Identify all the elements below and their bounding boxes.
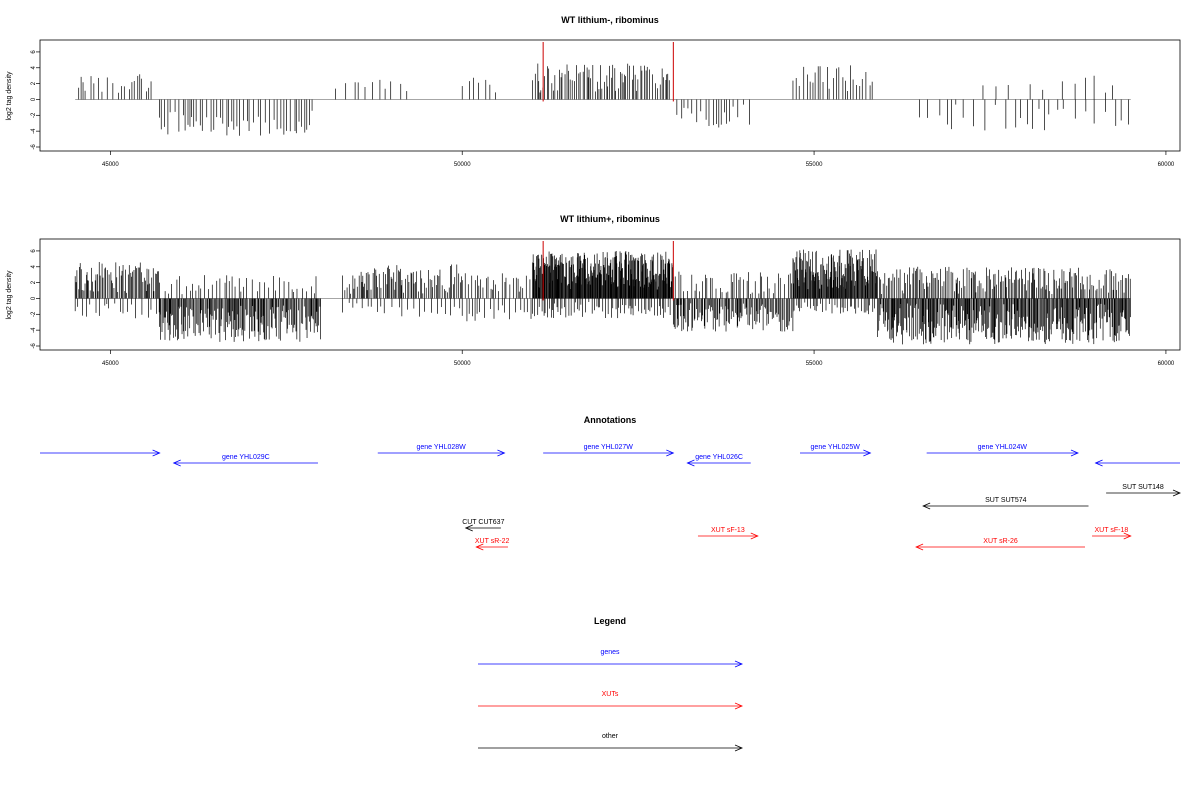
annotation-label: XUT sR-22	[475, 538, 510, 545]
y-tick-label: 0	[31, 296, 37, 300]
annotation-gene-2: gene YHL028W	[377, 444, 506, 457]
annotation-xut-12: XUT sF-13	[697, 527, 759, 540]
legend-item-gene: genes	[478, 649, 744, 668]
y-tick-label: 2	[31, 280, 37, 284]
x-tick-label: 45000	[102, 162, 119, 168]
plot-frame-2	[39, 238, 1181, 351]
x-tick-label: 60000	[1158, 361, 1175, 367]
annotation-gene-1: gene YHL029C	[172, 454, 318, 467]
legend-label: genes	[600, 649, 620, 656]
annotation-xut-13: XUT sR-26	[915, 538, 1085, 551]
data-bars-1	[75, 42, 1131, 136]
x-tick-label: 55000	[806, 361, 823, 367]
annotation-gene-3: gene YHL027W	[543, 444, 675, 457]
annotation-gene-4: gene YHL026C	[686, 454, 751, 467]
annotation-label: gene YHL028W	[416, 444, 466, 451]
annotation-label: XUT sF-18	[1095, 527, 1129, 534]
y-tick-label: 6	[31, 50, 37, 54]
y-axis-label-1: log2 tag density	[6, 71, 13, 121]
chart-title-2: WT lithium+, ribominus	[560, 214, 660, 224]
annotation-label: gene YHL027W	[584, 444, 634, 451]
annotation-label: XUT sR-26	[983, 538, 1018, 545]
y-tick-label: -6	[31, 144, 37, 150]
annotation-label: CUT CUT637	[462, 519, 504, 526]
y-tick-label: -4	[31, 327, 37, 333]
y-tick-label: 4	[31, 65, 37, 69]
plot-frame-1	[39, 39, 1181, 152]
annotation-label: XUT sF-13	[711, 527, 745, 534]
annotation-xut-11: XUT sR-22	[475, 538, 510, 551]
y-axis-label-2: log2 tag density	[6, 270, 13, 320]
legend-label: other	[602, 733, 619, 740]
legend-item-other: other	[478, 733, 744, 752]
legend-panel: Legend genes XUTs other	[478, 616, 744, 752]
chart-panel-2: WT lithium+, ribominus log2 tag density …	[6, 214, 1181, 367]
annotation-label: gene YHL026C	[695, 454, 743, 461]
annotation-gene-6: gene YHL024W	[926, 444, 1079, 457]
annotation-label: gene YHL024W	[978, 444, 1028, 451]
x-axis-1: 45000 50000 55000 60000	[102, 151, 1175, 168]
chart-title-1: WT lithium-, ribominus	[561, 15, 659, 25]
y-tick-label: -6	[31, 343, 37, 349]
annotation-other-10: CUT CUT637	[462, 519, 505, 532]
annotation-features: gene YHL029C gene YHL028W gene YHL027W gene…	[40, 444, 1182, 551]
x-tick-label: 55000	[806, 162, 823, 168]
annotation-label: SUT SUT148	[1122, 484, 1164, 491]
annotation-other-9: SUT SUT148	[1106, 484, 1182, 497]
x-tick-label: 45000	[102, 361, 119, 367]
y-axis-1: 6 4 2 0 -2 -4 -6	[31, 50, 40, 150]
y-tick-label: 4	[31, 264, 37, 268]
annotation-gene-0	[40, 449, 161, 457]
annotation-label: SUT SUT574	[985, 497, 1027, 504]
y-axis-2: 6 4 2 0 -2 -4 -6	[31, 249, 40, 349]
y-tick-label: 2	[31, 81, 37, 85]
x-axis-2: 45000 50000 55000 60000	[102, 350, 1175, 367]
y-tick-label: -2	[31, 311, 37, 317]
annotation-xut-14: XUT sF-18	[1092, 527, 1132, 540]
annotations-title: Annotations	[584, 415, 637, 425]
annotation-label: gene YHL025W	[811, 444, 861, 451]
legend-label: XUTs	[602, 691, 619, 698]
y-tick-label: -4	[31, 128, 37, 134]
annotation-gene-7	[1094, 459, 1180, 467]
annotation-label: gene YHL029C	[222, 454, 270, 461]
legend-item-xut: XUTs	[478, 691, 744, 710]
annotation-gene-5: gene YHL025W	[800, 444, 872, 457]
annotation-other-8: SUT SUT574	[922, 497, 1089, 510]
y-tick-label: 0	[31, 97, 37, 101]
x-tick-label: 50000	[454, 162, 471, 168]
chart-panel-1: WT lithium-, ribominus log2 tag density …	[6, 15, 1181, 168]
y-tick-label: -2	[31, 112, 37, 118]
y-tick-label: 6	[31, 249, 37, 253]
x-tick-label: 60000	[1158, 162, 1175, 168]
x-tick-label: 50000	[454, 361, 471, 367]
legend-items: genes XUTs other	[478, 649, 744, 752]
legend-title: Legend	[594, 616, 626, 626]
data-bars-2	[74, 241, 1131, 345]
